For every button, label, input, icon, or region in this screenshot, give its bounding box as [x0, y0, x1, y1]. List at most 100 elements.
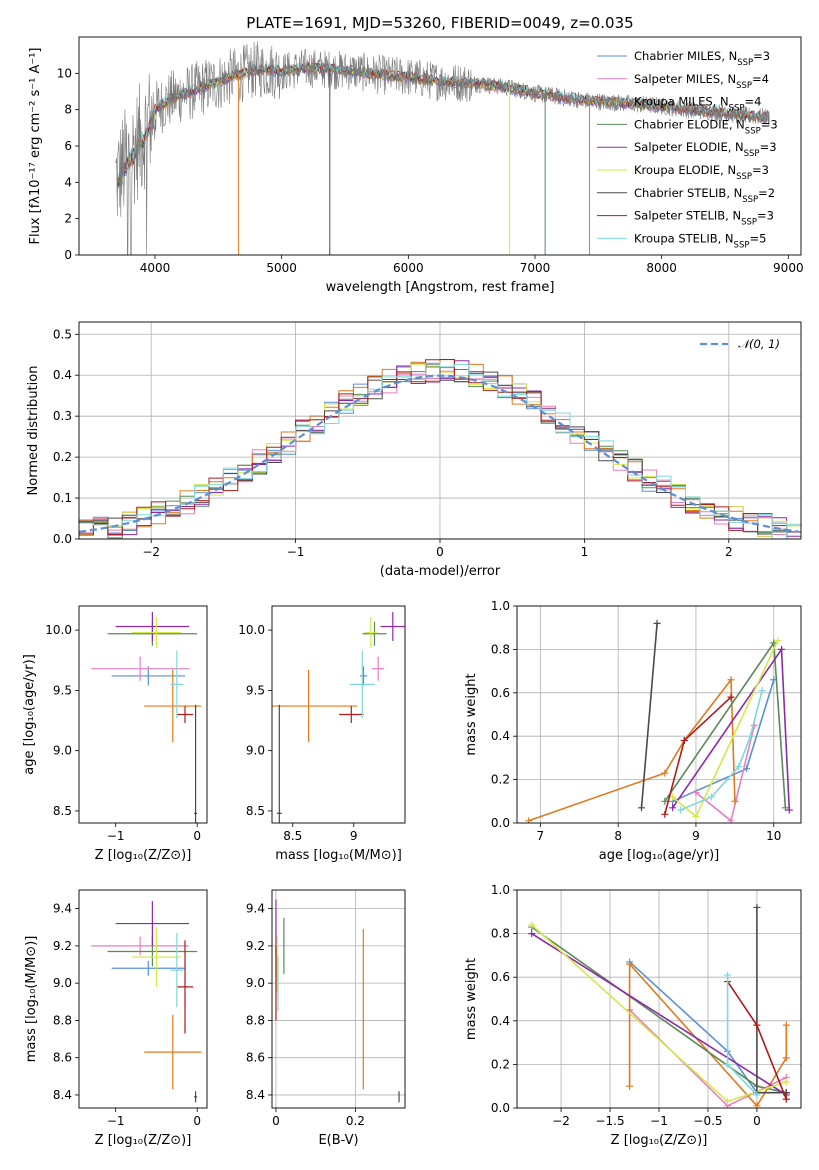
plot-area [91, 612, 202, 823]
x-tick-label: 7000 [520, 261, 551, 275]
legend-label: Salpeter ELODIE, NSSP=3 [634, 140, 777, 159]
errorbar-point [380, 612, 405, 641]
x-tick-label: 0.2 [346, 1114, 365, 1128]
point-marker [782, 1054, 790, 1062]
plot-area [272, 612, 405, 823]
axes-frame [516, 889, 802, 1109]
errorbar-point [131, 616, 181, 649]
y-tick-label: 1.0 [491, 883, 510, 897]
panels: 4000 5000 6000 7000 8000 90000246810wavelengt… [22, 36, 804, 1148]
point-marker [746, 732, 754, 740]
point-marker [727, 817, 735, 823]
point-marker [724, 971, 732, 979]
x-tick-label: 2 [725, 545, 733, 559]
y-tick-label: 9.0 [246, 744, 265, 758]
point-marker [637, 804, 645, 812]
y-tick-label: 0.2 [53, 450, 72, 464]
x-tick-label: 9 [350, 829, 358, 843]
point-marker [753, 1102, 761, 1108]
point-marker [782, 1078, 790, 1086]
legend-label: Chabrier STELIB, NSSP=2 [634, 186, 775, 205]
point-marker [692, 789, 700, 797]
y-tick-label: 0.3 [53, 409, 72, 423]
legend-label: Salpeter STELIB, NSSP=3 [634, 209, 774, 228]
normal-curve [79, 374, 799, 533]
x-axis-label: Z [log₁₀(Z/Z⊙)] [95, 1133, 192, 1148]
errorbar-point [111, 960, 185, 976]
point-marker [753, 1091, 761, 1099]
x-tick-label: 8 [614, 829, 622, 843]
x-axis-label: mass [log₁₀(M/M⊙)] [275, 848, 402, 863]
errorbar-point [170, 932, 184, 1008]
point-marker [727, 676, 735, 684]
y-tick-label: 8.4 [246, 1088, 265, 1102]
histogram-salpeter-elodie [79, 360, 801, 537]
errorbar-point [131, 927, 181, 987]
y-tick-label: 8.8 [53, 1013, 72, 1027]
y-tick-label: 9.5 [246, 683, 265, 697]
y-tick-label: 8.5 [53, 804, 72, 818]
y-tick-label: 0.8 [491, 642, 510, 656]
point-marker [782, 1021, 790, 1029]
x-tick-label: −1 [287, 545, 305, 559]
point-marker [727, 693, 735, 701]
x-tick-label: −0.5 [693, 1114, 722, 1128]
legend-label: Kroupa STELIB, NSSP=5 [634, 231, 766, 250]
plot-area [528, 903, 790, 1108]
errorbar-point [364, 616, 377, 649]
y-tick-label: 2 [64, 212, 72, 226]
point-marker [753, 1021, 761, 1029]
errorbar-point [176, 940, 194, 1034]
errorbar-point [359, 666, 368, 686]
series-chabrier-elodie [664, 640, 787, 808]
y-tick-label: 9.4 [53, 902, 72, 916]
point-marker [708, 793, 716, 801]
y-tick-label: 1.0 [491, 599, 510, 613]
observed-spectrum [115, 41, 770, 255]
x-tick-label: 0 [753, 1114, 761, 1128]
y-tick-label: 10.0 [238, 623, 265, 637]
errorbar-point [350, 650, 375, 719]
series-salpeter-elodie [671, 646, 791, 811]
panel-mass_vs_Z: −1 0 8.4 8.6 8.8 9.0 9.2 9.4 Z [log₁₀(Z/Z⊙)] mass… [24, 889, 208, 1148]
y-axis-label: mass [log₁₀(M/M⊙)] [24, 936, 39, 1063]
errorbar-point [115, 901, 190, 946]
x-tick-label: 7 [537, 829, 545, 843]
axes-frame [78, 36, 802, 256]
x-tick-label: 0 [272, 1114, 280, 1128]
point-marker [528, 930, 536, 938]
y-tick-label: 0.4 [491, 1014, 510, 1028]
point-marker [692, 812, 700, 820]
y-tick-label: 6 [64, 139, 72, 153]
y-tick-label: 9.2 [246, 939, 265, 953]
axes-frame [78, 321, 802, 540]
y-tick-label: 4 [64, 175, 72, 189]
errorbar-point [176, 706, 194, 723]
point-marker [661, 797, 669, 805]
plot-area [275, 899, 400, 1103]
histogram-chabrier-stelib [79, 363, 801, 535]
figure-title: PLATE=1691, MJD=53260, FIBERID=0049, z=0… [246, 14, 633, 32]
histogram-salpeter-stelib [79, 359, 801, 539]
x-tick-label: −1 [107, 1114, 125, 1128]
y-tick-label: 0.0 [53, 532, 72, 546]
point-marker [785, 806, 793, 814]
point-marker [782, 1095, 790, 1103]
point-marker [528, 921, 536, 929]
point-marker [661, 810, 669, 818]
errorbar-point [170, 650, 184, 719]
y-axis-label: mass weight [464, 673, 479, 755]
panel-spectrum: 4000 5000 6000 7000 8000 9000 0 2 4 6 8 10 wavelengt… [28, 36, 804, 295]
y-tick-label: 0.0 [491, 816, 510, 830]
point-marker [653, 619, 661, 627]
errorbar-point [372, 656, 385, 681]
x-tick-label: 0 [193, 829, 201, 843]
panel-age_vs_Z: −1 0 8.5 9.0 9.5 10.0 Z [log₁₀(Z/Z⊙)] age [log₁… [22, 605, 208, 863]
y-axis-label: Normed distribution [26, 366, 41, 496]
x-tick-label: 0 [436, 545, 444, 559]
grid [517, 889, 801, 1109]
point-marker [778, 645, 786, 653]
panel-weight_vs_age: 7 8 9 10 0.0 0.2 0.4 0.6 0.8 1.0 age [log₁₀(age/yr… [464, 599, 802, 863]
x-axis-label: wavelength [Angstrom, rest frame] [326, 280, 555, 295]
